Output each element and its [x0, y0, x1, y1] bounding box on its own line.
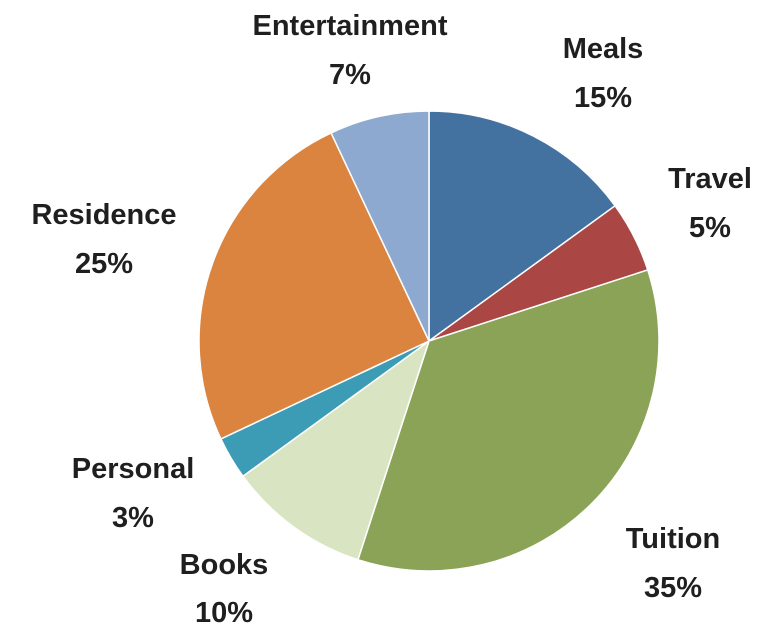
label-personal-percent: 3% [112, 502, 154, 534]
pie-slice-meals [428, 110, 617, 343]
label-tuition-name: Tuition [626, 523, 720, 555]
pie-slices [198, 110, 660, 572]
label-meals-name: Meals [563, 33, 644, 65]
label-entertainment-percent: 7% [329, 59, 371, 91]
label-personal-name: Personal [72, 453, 195, 485]
label-travel-percent: 5% [689, 212, 731, 244]
pie-slice-books [241, 339, 431, 561]
pie-slice-residence [198, 131, 430, 440]
label-tuition-percent: 35% [644, 572, 702, 604]
label-residence-percent: 25% [75, 248, 133, 280]
label-travel-name: Travel [668, 163, 752, 195]
label-books-percent: 10% [195, 597, 253, 629]
slice-labels: Meals 15% Travel 5% Tuition 35% Books 10… [31, 10, 751, 629]
label-books-name: Books [180, 549, 269, 581]
pie-slice-tuition [356, 268, 660, 572]
label-entertainment-name: Entertainment [253, 10, 448, 42]
label-meals-percent: 15% [574, 82, 632, 114]
pie-slice-entertainment [330, 110, 430, 342]
label-residence-name: Residence [31, 199, 176, 231]
